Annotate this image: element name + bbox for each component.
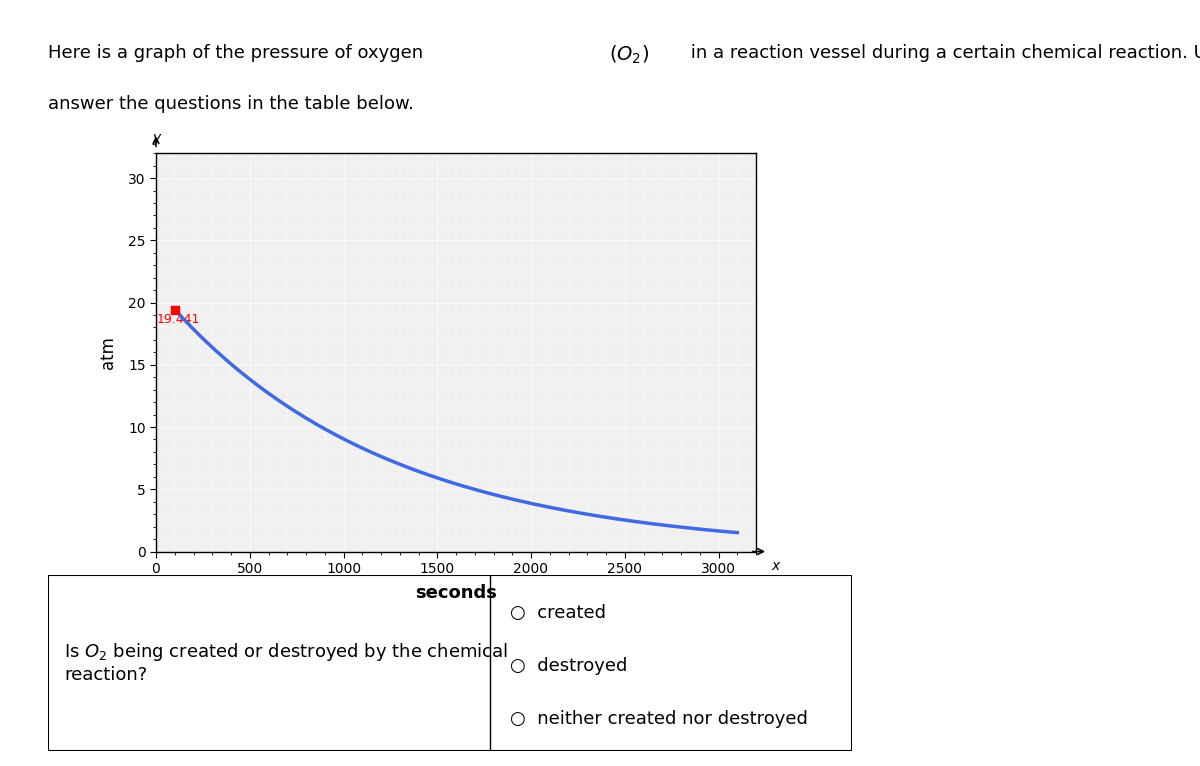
Text: 19.441: 19.441 [157, 313, 200, 326]
X-axis label: seconds: seconds [415, 584, 497, 602]
Text: $(O_2)$: $(O_2)$ [608, 44, 649, 67]
Text: y: y [152, 131, 160, 146]
Text: Here is a graph of the pressure of oxygen: Here is a graph of the pressure of oxyge… [48, 44, 428, 62]
Text: Is $O_2$ being created or destroyed by the chemical
reaction?: Is $O_2$ being created or destroyed by t… [64, 641, 509, 684]
Text: x: x [772, 559, 779, 574]
Text: answer the questions in the table below.: answer the questions in the table below. [48, 95, 414, 113]
Text: ○  neither created nor destroyed: ○ neither created nor destroyed [510, 710, 808, 728]
Text: ○  destroyed: ○ destroyed [510, 657, 628, 675]
Text: ○  created: ○ created [510, 604, 606, 622]
Y-axis label: atm: atm [98, 336, 116, 368]
Text: in a reaction vessel during a certain chemical reaction. Use this graph to: in a reaction vessel during a certain ch… [685, 44, 1200, 62]
